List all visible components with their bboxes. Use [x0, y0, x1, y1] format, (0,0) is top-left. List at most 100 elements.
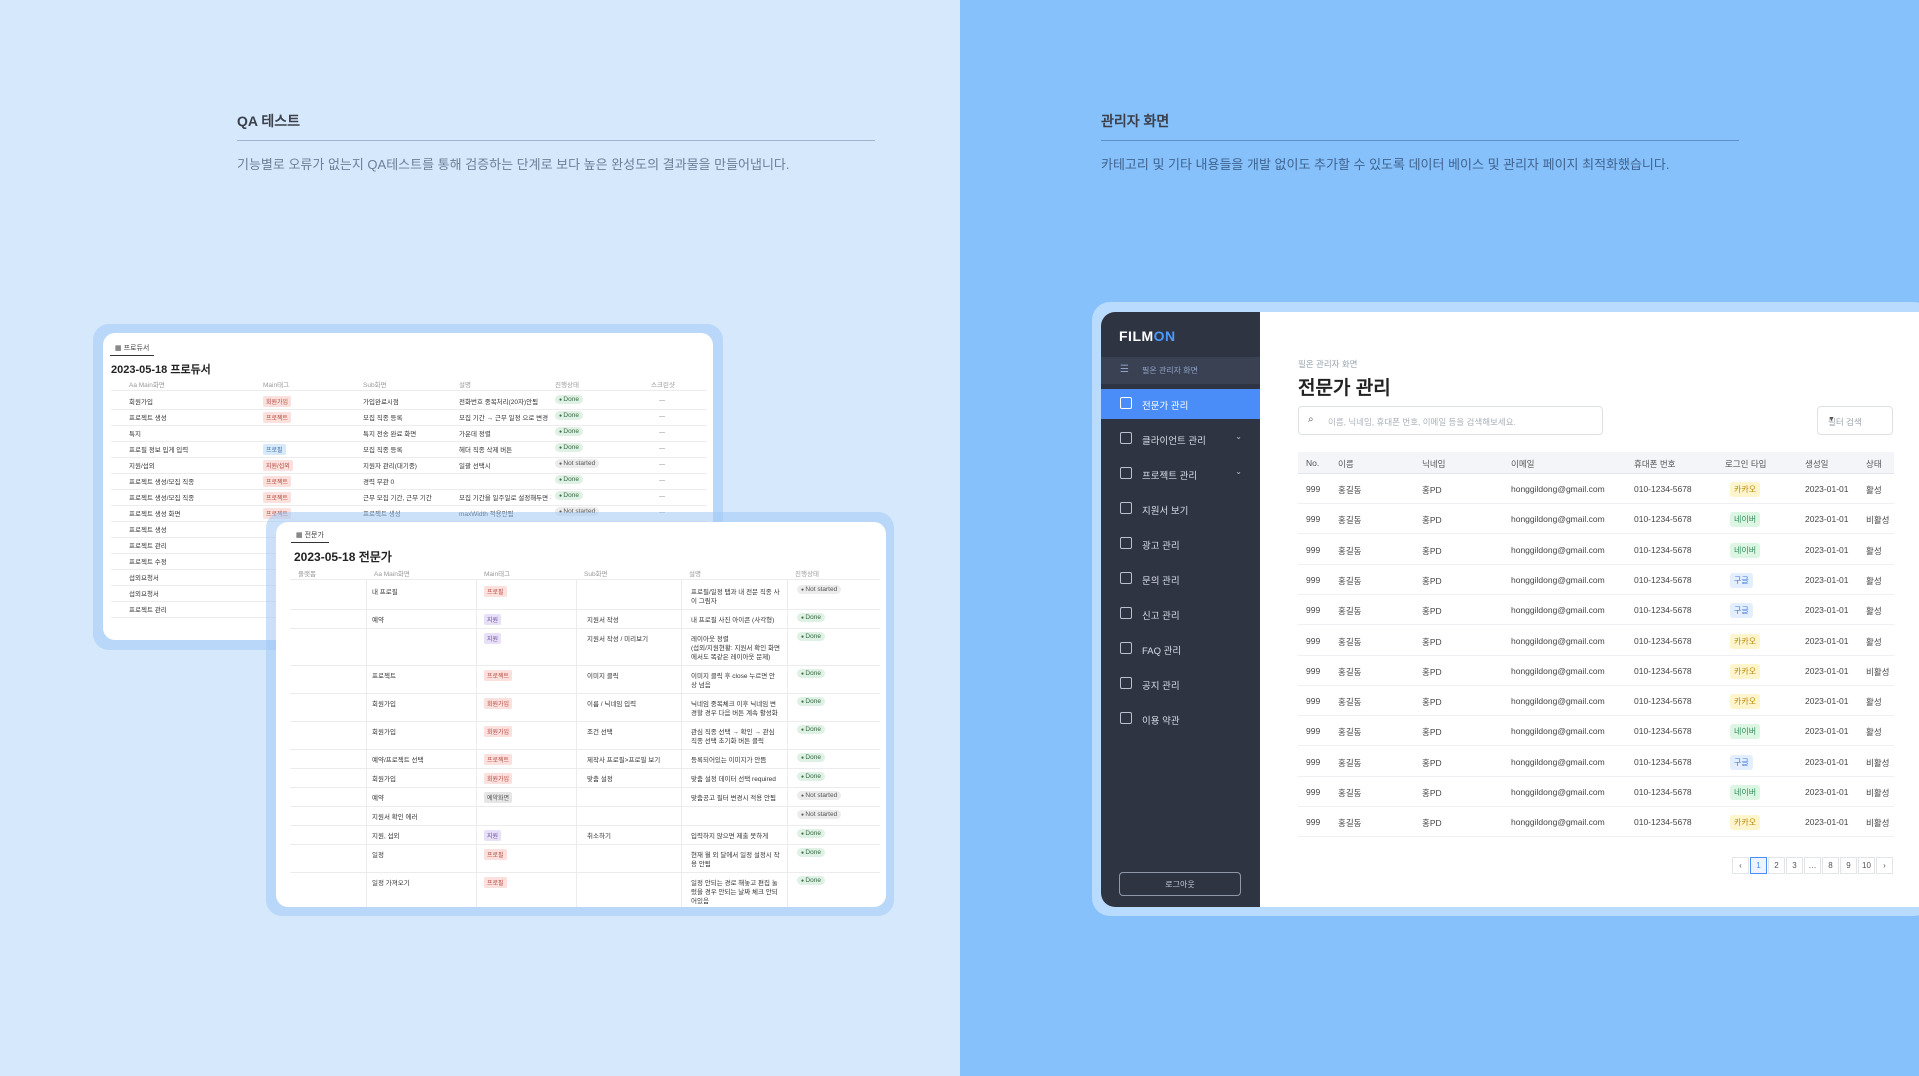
- cell-phone: 010-1234-5678: [1634, 544, 1692, 555]
- cell-state: 비활성: [1866, 757, 1890, 768]
- search-placeholder: 이름, 닉네임, 휴대폰 번호, 이메일 등을 검색해보세요.: [1328, 417, 1516, 427]
- chevron-down-icon: ▼: [1828, 416, 1835, 423]
- page-button[interactable]: 3: [1786, 857, 1803, 874]
- row-divider: [290, 665, 880, 666]
- page-button[interactable]: 10: [1858, 857, 1875, 874]
- page-button[interactable]: 1: [1750, 857, 1767, 874]
- table-row[interactable]: 999 홍길동 홍PD honggildong@gmail.com 010-1234-5…: [1298, 656, 1894, 686]
- sidebar-item[interactable]: 공지 관리: [1101, 669, 1260, 699]
- column-header: 상태: [1866, 459, 1882, 469]
- table-row[interactable]: 999 홍길동 홍PD honggildong@gmail.com 010-1234-5…: [1298, 777, 1894, 807]
- expert-column-header: 진행상태: [795, 571, 819, 578]
- prev-page-button[interactable]: ‹: [1732, 857, 1749, 874]
- cell-state: 활성: [1866, 727, 1882, 738]
- table-row[interactable]: 999 홍길동 홍PD honggildong@gmail.com 010-1234-5…: [1298, 747, 1894, 777]
- nav-icon: [1120, 677, 1132, 689]
- cell-date: 2023-01-01: [1805, 544, 1849, 555]
- sidebar-item[interactable]: 신고 관리: [1101, 599, 1260, 629]
- expert-row-main: 회원가입: [372, 776, 396, 783]
- sidebar-item[interactable]: 이용 약관: [1101, 704, 1260, 734]
- next-page-button[interactable]: ›: [1876, 857, 1893, 874]
- expert-row-main: 일정 가져오기: [372, 880, 410, 887]
- expert-qa-card: ▦ 전문가 2023-05-18 전문가 플랫폼 Aa Main화면 Main태그 S…: [276, 522, 886, 907]
- table-row[interactable]: 999 홍길동 홍PD honggildong@gmail.com 010-1234-5…: [1298, 686, 1894, 717]
- row-divider: [111, 473, 707, 474]
- sidebar-item[interactable]: 프로젝트 관리 ⌄: [1101, 459, 1260, 489]
- search-icon: ⌕: [1308, 414, 1314, 425]
- expert-row-desc: 닉네임 중복체크 이후 닉네임 변: [691, 701, 776, 708]
- status-badge: Not started: [797, 585, 842, 594]
- table-row[interactable]: 999 홍길동 홍PD honggildong@gmail.com 010-1234-5…: [1298, 565, 1894, 595]
- page-button[interactable]: 9: [1840, 857, 1857, 874]
- cell-email: honggildong@gmail.com: [1511, 726, 1605, 737]
- page-button[interactable]: 8: [1822, 857, 1839, 874]
- cell-date: 2023-01-01: [1805, 574, 1849, 585]
- row-divider: [111, 457, 707, 458]
- cell-nick: 홍PD: [1422, 545, 1442, 556]
- cell-phone: 010-1234-5678: [1634, 484, 1692, 494]
- page-title: 전문가 관리: [1298, 378, 1391, 399]
- filter-dropdown[interactable]: 필터 검색 ▼: [1817, 406, 1893, 435]
- table-row[interactable]: 999 홍길동 홍PD honggildong@gmail.com 010-1234-5…: [1298, 716, 1894, 747]
- sidebar-item[interactable]: FAQ 관리: [1101, 634, 1260, 664]
- nav-icon: [1120, 432, 1132, 444]
- producer-column-header: 스크린샷: [651, 382, 675, 389]
- table-row[interactable]: 999 홍길동 홍PD honggildong@gmail.com 010-1234-5…: [1298, 474, 1894, 504]
- screenshot-thumb: [659, 464, 665, 465]
- expert-row-sub: 이름 / 닉네임 입력: [587, 701, 637, 708]
- expert-row-main: 회원가입: [372, 701, 396, 708]
- login-type-badge: 구글: [1730, 603, 1753, 619]
- cell-no: 999: [1306, 635, 1321, 646]
- expert-row-desc: 현재 월 외 달에서 일정 설정시 작: [691, 852, 780, 859]
- expert-row-desc: 용 안됨: [691, 861, 711, 868]
- cell-name: 홍길동: [1338, 727, 1362, 738]
- login-type-badge: 카카오: [1730, 633, 1761, 649]
- table-row[interactable]: 999 홍길동 홍PD honggildong@gmail.com 010-1234-5…: [1298, 595, 1894, 626]
- breadcrumb: 필온 관리자 화면: [1298, 359, 1358, 369]
- cell-email: honggildong@gmail.com: [1511, 817, 1605, 828]
- cell-email: honggildong@gmail.com: [1511, 756, 1605, 767]
- page-button[interactable]: 2: [1768, 857, 1785, 874]
- producer-row-sub: 모집 직종 등록: [363, 447, 403, 454]
- nav-icon: [1120, 537, 1132, 549]
- cell-state: 비활성: [1866, 666, 1890, 677]
- nav-icon: [1120, 642, 1132, 654]
- cell-name: 홍길동: [1338, 515, 1362, 526]
- cell-email: honggildong@gmail.com: [1511, 696, 1605, 707]
- admin-section-title: 관리자 화면: [1101, 113, 1170, 129]
- status-badge: Not started: [555, 459, 600, 468]
- chevron-down-icon: ⌄: [1235, 432, 1242, 441]
- producer-row-main: 프로젝트 수정: [129, 559, 167, 566]
- cell-name: 홍길동: [1338, 485, 1362, 495]
- screenshot-thumb: [659, 400, 665, 401]
- sidebar-item[interactable]: 광고 관리: [1101, 529, 1260, 559]
- search-input[interactable]: ⌕ 이름, 닉네임, 휴대폰 번호, 이메일 등을 검색해보세요.: [1298, 406, 1603, 435]
- producer-row-tag: 프로필: [263, 444, 286, 455]
- sidebar-item[interactable]: 클라이언트 관리 ⌄: [1101, 424, 1260, 454]
- expert-tab-label: 전문가: [304, 532, 324, 539]
- producer-row-sub: 근무 모집 기간, 근무 기간: [363, 495, 432, 502]
- sidebar-item[interactable]: 전문가 관리: [1101, 389, 1260, 419]
- producer-row-main: 프로필 정보 입게 입력: [129, 447, 189, 454]
- cell-email: honggildong@gmail.com: [1511, 574, 1605, 585]
- sidebar-item[interactable]: 문의 관리: [1101, 564, 1260, 594]
- header-divider: [290, 579, 880, 580]
- producer-row-desc: 헤더 직종 삭제 버튼: [459, 447, 513, 454]
- cell-no: 999: [1306, 514, 1321, 525]
- sidebar-item[interactable]: 지원서 보기: [1101, 494, 1260, 524]
- producer-row-desc: 가운데 정렬: [459, 431, 491, 438]
- cell-state: 비활성: [1866, 788, 1890, 798]
- row-divider: [290, 844, 880, 845]
- producer-row-main: 특지: [129, 431, 141, 438]
- expert-tab: ▦ 전문가: [291, 528, 329, 543]
- table-row[interactable]: 999 홍길동 홍PD honggildong@gmail.com 010-1234-5…: [1298, 504, 1894, 535]
- table-row[interactable]: 999 홍길동 홍PD honggildong@gmail.com 010-1234-5…: [1298, 535, 1894, 565]
- producer-row-desc: 전화번호 중복처리(20자)안됨: [459, 399, 539, 406]
- sidebar-subtitle: ☰ 필온 관리자 화면: [1101, 357, 1260, 384]
- producer-row-main: 회원가입: [129, 399, 153, 406]
- table-row[interactable]: 999 홍길동 홍PD honggildong@gmail.com 010-1234-5…: [1298, 626, 1894, 656]
- logout-button[interactable]: 로그아웃: [1119, 872, 1241, 896]
- table-row[interactable]: 999 홍길동 홍PD honggildong@gmail.com 010-1234-5…: [1298, 807, 1894, 838]
- status-badge: Done: [797, 772, 825, 781]
- status-badge: Not started: [797, 791, 842, 800]
